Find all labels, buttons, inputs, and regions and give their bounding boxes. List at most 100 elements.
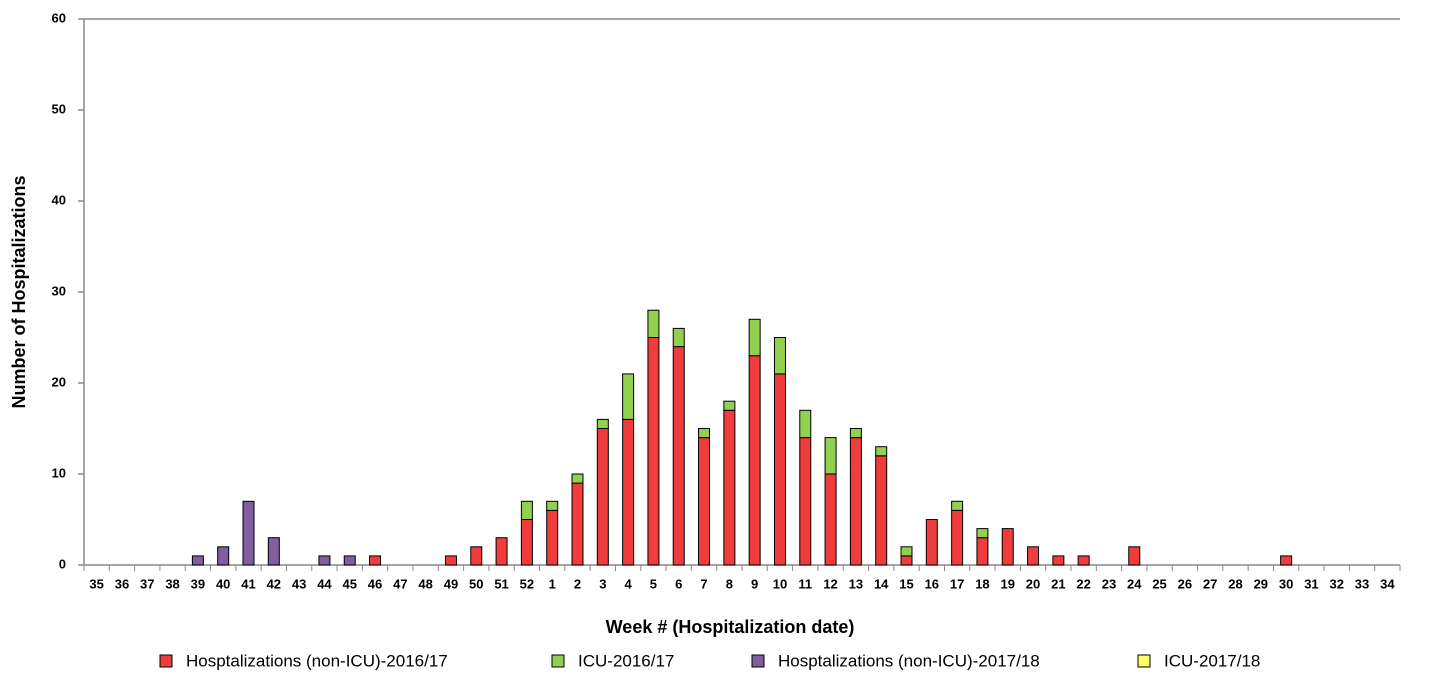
y-tick-label: 60 [52,10,66,25]
x-tick-label: 25 [1152,576,1166,591]
legend-label: ICU-2016/17 [578,651,674,670]
bar-segment [546,500,559,511]
bar-segment [571,482,584,566]
bar-segment [596,418,609,429]
x-tick-label: 50 [469,576,483,591]
x-tick-label: 2 [574,576,581,591]
x-tick-label: 23 [1102,576,1116,591]
x-tick-label: 39 [191,576,205,591]
bar-segment [976,528,989,539]
bar-segment [723,400,736,411]
bar-segment [900,546,913,557]
bar-segment [672,346,685,566]
x-tick-label: 11 [798,576,812,591]
bar-segment [267,537,280,566]
legend-swatch [1137,654,1151,668]
bar-segment [900,555,913,566]
x-tick-label: 43 [292,576,306,591]
x-tick-label: 38 [165,576,179,591]
bar-segment [343,555,356,566]
bar-segment [799,437,812,566]
x-tick-label: 31 [1304,576,1318,591]
x-tick-label: 7 [700,576,707,591]
x-tick-label: 46 [368,576,382,591]
bar-segment [622,373,635,420]
x-tick-label: 27 [1203,576,1217,591]
x-tick-label: 8 [726,576,733,591]
bar-segment [672,327,685,348]
y-tick-label: 20 [52,374,66,389]
bar-segment [976,537,989,566]
bar-segment [647,337,660,566]
x-tick-label: 33 [1355,576,1369,591]
legend-label: Hosptalizations (non-ICU)-2017/18 [778,651,1040,670]
x-tick-label: 22 [1076,576,1090,591]
bar-segment [191,555,204,566]
y-tick-label: 50 [52,101,66,116]
bar-segment [875,455,888,566]
x-tick-label: 35 [89,576,103,591]
x-tick-label: 12 [823,576,837,591]
bar-segment [748,318,761,357]
legend-swatch [751,654,765,668]
bar-segment [369,555,382,566]
x-tick-label: 4 [624,576,632,591]
x-tick-label: 17 [950,576,964,591]
bar-segment [444,555,457,566]
x-tick-label: 16 [925,576,939,591]
x-tick-label: 3 [599,576,606,591]
x-tick-label: 19 [1000,576,1014,591]
bar-segment [925,519,938,566]
x-tick-label: 42 [267,576,281,591]
bar-segment [622,418,635,566]
y-axis-title: Number of Hospitalizations [9,175,29,408]
bar-segment [849,428,862,439]
bar-segment [470,546,483,566]
bar-segment [571,473,584,484]
bar-segment [849,437,862,566]
x-tick-label: 24 [1127,576,1142,591]
bar-segment [698,437,711,566]
x-tick-label: 26 [1178,576,1192,591]
x-tick-label: 41 [241,576,255,591]
bar-segment [773,373,786,566]
x-tick-label: 15 [899,576,913,591]
x-tick-label: 34 [1380,576,1395,591]
x-tick-label: 30 [1279,576,1293,591]
x-tick-label: 45 [342,576,356,591]
x-tick-label: 18 [975,576,989,591]
legend-label: ICU-2017/18 [1164,651,1260,670]
x-tick-label: 6 [675,576,682,591]
bar-segment [1280,555,1293,566]
bar-segment [1052,555,1065,566]
x-tick-label: 5 [650,576,657,591]
bar-segment [318,555,331,566]
x-tick-label: 32 [1329,576,1343,591]
x-tick-label: 49 [444,576,458,591]
x-tick-label: 29 [1254,576,1268,591]
x-tick-label: 14 [874,576,889,591]
y-tick-label: 30 [52,283,66,298]
bar-segment [773,337,786,375]
bar-segment [546,509,559,566]
x-tick-label: 51 [494,576,508,591]
legend-swatch [551,654,565,668]
x-tick-label: 52 [520,576,534,591]
bar-segment [520,500,533,520]
bar-segment [951,509,964,566]
x-tick-label: 13 [849,576,863,591]
y-tick-label: 10 [52,465,66,480]
y-tick-label: 40 [52,192,66,207]
bar-segment [698,428,711,439]
x-tick-label: 40 [216,576,230,591]
bar-segment [596,428,609,566]
x-tick-label: 10 [773,576,787,591]
bar-segment [1128,546,1141,566]
bar-segment [824,473,837,566]
bar-segment [1027,546,1040,566]
bar-segment [951,500,964,511]
bar-segment [748,355,761,566]
x-tick-label: 37 [140,576,154,591]
bar-segment [520,519,533,566]
